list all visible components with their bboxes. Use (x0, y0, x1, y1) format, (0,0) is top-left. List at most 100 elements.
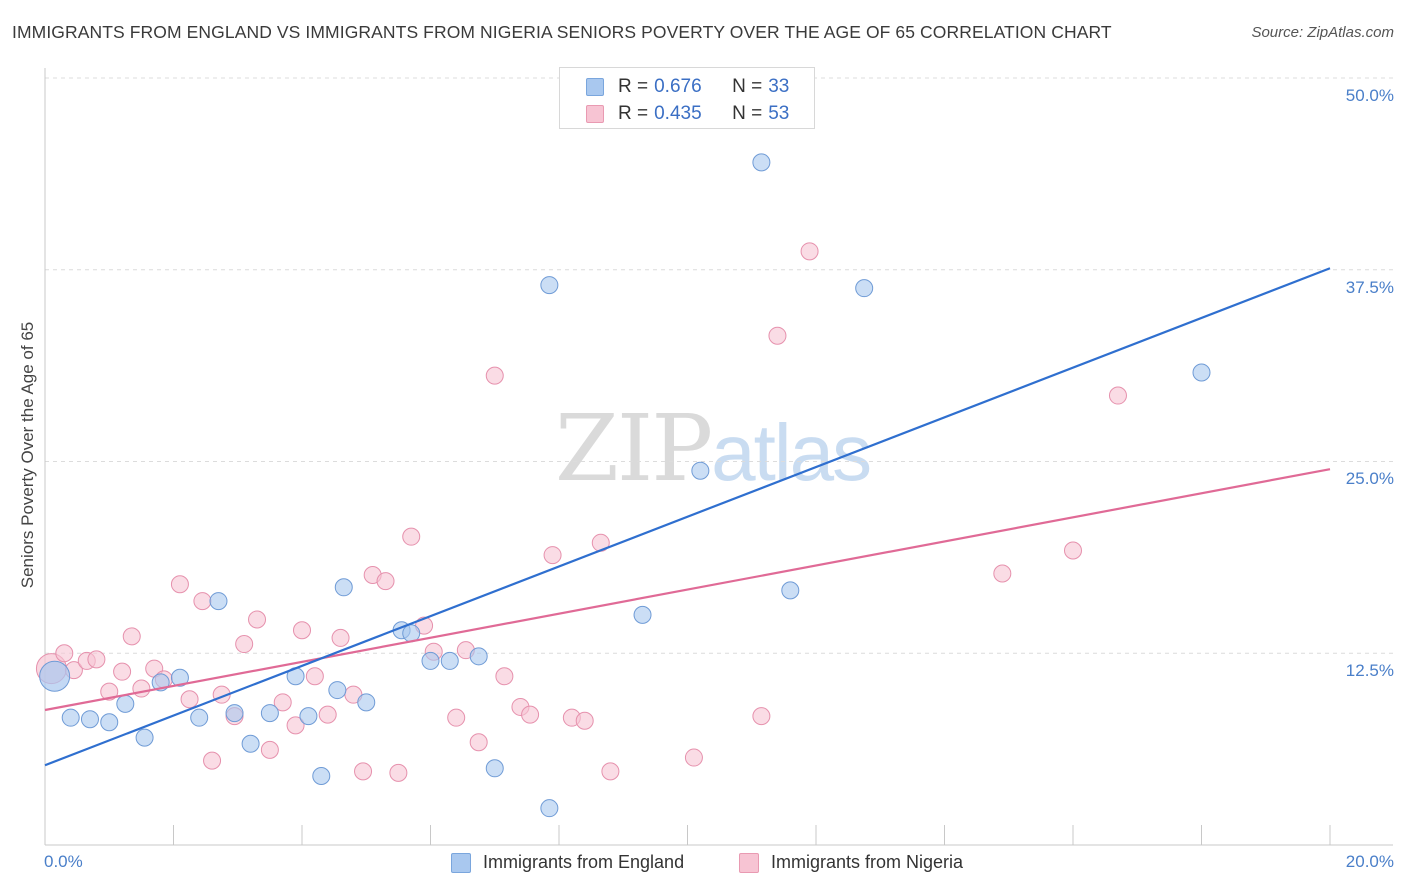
nigeria-point (752, 707, 771, 726)
england-point (855, 279, 874, 298)
chart-title: IMMIGRANTS FROM ENGLAND VS IMMIGRANTS FR… (12, 22, 1112, 42)
legend-item-england[interactable]: Immigrants from England (451, 852, 684, 873)
y-tick-label: 50.0% (1345, 86, 1394, 105)
nigeria-point (286, 716, 305, 735)
england-point (135, 728, 154, 747)
nigeria-swatch (586, 105, 604, 123)
england-point (61, 708, 80, 727)
nigeria-point (180, 690, 199, 709)
england-point (312, 766, 331, 785)
england-point (485, 759, 504, 778)
r-value: 0.435 (654, 103, 702, 124)
stats-row-nigeria: R = 0.435 N = 53 (586, 102, 789, 126)
trend-lines (44, 267, 1331, 767)
nigeria-point (495, 667, 514, 686)
nigeria-point (800, 242, 819, 261)
england-point (540, 276, 559, 295)
england-point (100, 713, 119, 732)
legend-item-nigeria[interactable]: Immigrants from Nigeria (739, 852, 963, 873)
x-tick-label-max: 20.0% (1345, 852, 1394, 871)
n-value: 53 (768, 103, 790, 124)
nigeria-point (260, 740, 279, 759)
england-point (80, 710, 99, 729)
nigeria-point (132, 679, 151, 698)
england-point (328, 681, 347, 700)
stats-row-england: R = 0.676 N = 33 (586, 75, 789, 99)
england-point (116, 694, 135, 713)
nigeria-point (318, 705, 337, 724)
nigeria-trend-line (44, 468, 1331, 712)
england-points (39, 153, 1211, 818)
nigeria-point (469, 733, 488, 752)
nigeria-legend-label: Immigrants from Nigeria (771, 852, 964, 872)
nigeria-legend-swatch (739, 852, 759, 873)
england-point (357, 693, 376, 712)
england-point (633, 605, 652, 624)
england-trend-line (44, 267, 1331, 767)
watermark-zip: ZIP (555, 395, 713, 502)
watermark-atlas: atlas (711, 408, 872, 497)
nigeria-point (993, 564, 1012, 583)
r-value: 0.676 (654, 76, 702, 97)
england-point (209, 592, 228, 611)
england-point (225, 704, 244, 723)
nigeria-point (575, 711, 594, 730)
nigeria-point (389, 763, 408, 782)
axes (44, 68, 1393, 846)
nigeria-point (1108, 386, 1127, 405)
nigeria-point (485, 366, 504, 385)
england-point (39, 660, 71, 692)
nigeria-point (100, 682, 119, 701)
source-label: Source: ZipAtlas.com (1251, 24, 1394, 41)
nigeria-point (354, 762, 373, 781)
y-axis-label: Seniors Poverty Over the Age of 65 (18, 321, 37, 589)
england-point (334, 578, 353, 597)
nigeria-point (305, 667, 324, 686)
y-tick-label: 12.5% (1345, 661, 1394, 680)
england-point (781, 581, 800, 600)
nigeria-point (402, 527, 421, 546)
nigeria-point (376, 572, 395, 591)
nigeria-point (87, 650, 106, 669)
nigeria-point (235, 635, 254, 654)
nigeria-point (248, 610, 267, 629)
england-point (170, 668, 189, 687)
nigeria-point (1064, 541, 1082, 560)
nigeria-point (601, 762, 620, 781)
nigeria-point (447, 708, 466, 727)
england-point (540, 799, 559, 818)
x-tick-label-min: 0.0% (44, 852, 83, 871)
nigeria-point (768, 326, 787, 345)
nigeria-point (55, 644, 74, 663)
nigeria-point (193, 592, 212, 611)
r-label: R = (618, 103, 649, 124)
england-point (241, 734, 260, 753)
nigeria-point (113, 662, 132, 681)
england-point (752, 153, 771, 172)
nigeria-point (521, 705, 540, 724)
england-point (1192, 363, 1211, 382)
nigeria-points (35, 242, 1127, 782)
nigeria-point (203, 751, 222, 770)
nigeria-point (170, 575, 189, 594)
r-label: R = (618, 76, 649, 97)
n-label: N = (732, 103, 763, 124)
england-point (421, 651, 440, 670)
n-label: N = (732, 76, 763, 97)
england-swatch (586, 78, 604, 96)
england-point (299, 707, 318, 726)
y-tick-label: 25.0% (1345, 469, 1394, 488)
n-value: 33 (768, 76, 790, 97)
nigeria-point (543, 546, 562, 565)
nigeria-point (293, 621, 311, 640)
nigeria-point (684, 748, 703, 767)
y-tick-label: 37.5% (1345, 278, 1394, 297)
england-legend-swatch (451, 852, 471, 873)
england-legend-label: Immigrants from England (483, 852, 685, 872)
england-point (260, 704, 279, 723)
gridlines (45, 77, 1393, 654)
nigeria-point (273, 693, 292, 712)
zipatlas-watermark: ZIPatlas (555, 395, 872, 502)
nigeria-point (122, 627, 141, 646)
